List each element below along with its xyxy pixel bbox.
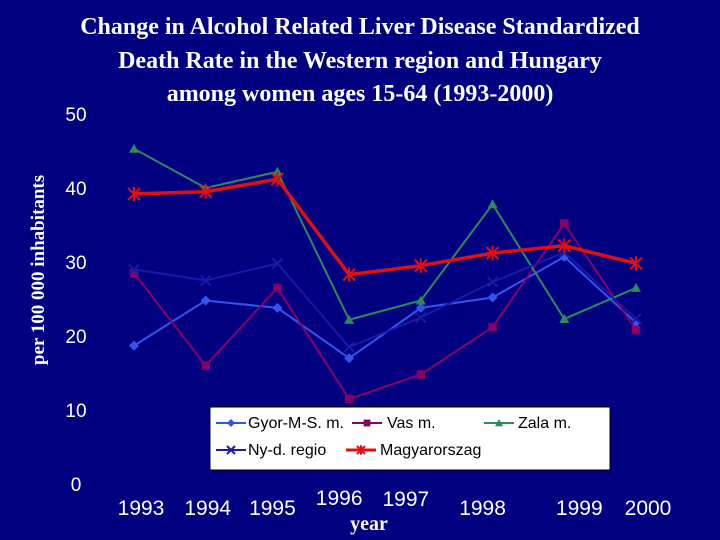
x-axis-ticks: 1993 1994 1995 1996 1997 1998 1999 2000 <box>118 487 672 520</box>
legend-marker <box>227 419 235 427</box>
data-point <box>557 238 571 253</box>
x-tick-label: 1995 <box>249 497 296 520</box>
data-point <box>416 370 426 379</box>
data-point <box>414 258 428 273</box>
data-point <box>344 353 355 364</box>
x-axis-label: year <box>350 513 388 535</box>
series-line <box>133 177 637 277</box>
legend-label: Zala m. <box>518 415 571 432</box>
y-tick-label: 40 <box>65 179 86 200</box>
data-point <box>488 322 497 332</box>
series-line <box>133 221 637 401</box>
data-point <box>486 276 499 288</box>
legend-entry: Vas m. <box>352 415 436 432</box>
data-point <box>199 184 213 199</box>
x-tick-label: 1996 <box>316 487 363 510</box>
data-point <box>201 361 210 370</box>
data-point <box>129 268 139 278</box>
data-point <box>415 295 426 305</box>
y-tick-label: 10 <box>65 401 86 422</box>
legend-label: Ny-d. regio <box>248 442 326 459</box>
series-layer <box>127 143 643 404</box>
data-point <box>631 325 641 335</box>
y-tick-label: 0 <box>71 475 82 496</box>
chart-title: Change in Alcohol Related Liver Disease … <box>80 14 640 107</box>
chart-title-line-2: Death Rate in the Western region and Hun… <box>118 48 602 74</box>
legend-box <box>209 406 611 471</box>
data-point <box>129 340 139 351</box>
data-point <box>127 186 141 202</box>
legend-label: Magyarorszag <box>380 442 481 459</box>
data-point <box>631 282 641 292</box>
legend-entry: Gyor-M-S. m. <box>216 415 344 432</box>
legend-marker <box>356 445 366 455</box>
legend-marker <box>495 419 503 427</box>
legend-label: Vas m. <box>387 415 436 432</box>
legend-label: Gyor-M-S. m. <box>248 415 344 432</box>
y-tick-label: 50 <box>65 105 86 126</box>
data-point <box>200 295 211 306</box>
x-tick-label: 1994 <box>184 497 231 520</box>
data-point <box>415 302 426 313</box>
data-point <box>344 314 355 324</box>
data-point <box>559 313 570 323</box>
data-point <box>344 394 354 404</box>
x-tick-label: 1993 <box>118 497 165 520</box>
data-point <box>273 283 282 293</box>
series-line <box>133 255 637 360</box>
x-tick-label: 1998 <box>459 497 506 520</box>
legend-marker <box>363 419 371 427</box>
series-line <box>133 147 637 321</box>
legend-marker <box>226 445 236 455</box>
chart-title-line-1: Change in Alcohol Related Liver Disease … <box>80 14 640 40</box>
data-point <box>270 171 285 187</box>
y-axis-label: per 100 000 inhabitants <box>28 175 49 365</box>
legend-entry: Zala m. <box>484 415 571 432</box>
x-tick-label: 1999 <box>556 497 603 520</box>
series-star <box>127 171 643 282</box>
y-tick-label: 20 <box>65 327 86 348</box>
y-tick-label: 30 <box>65 253 86 274</box>
x-tick-label: 1997 <box>382 488 429 511</box>
data-point <box>630 313 642 325</box>
data-point <box>342 267 356 282</box>
chart-title-line-3: among women ages 15-64 (1993-2000) <box>167 81 554 107</box>
data-point <box>129 143 139 153</box>
data-point <box>343 341 355 353</box>
legend-entry: Magyarorszag <box>346 442 481 459</box>
legend: Gyor-M-S. m. Vas m. Zala m. Ny-d. regio Magy… <box>209 406 611 471</box>
data-point <box>487 199 498 209</box>
x-tick-label: 2000 <box>625 497 672 520</box>
data-point <box>485 245 500 261</box>
data-point <box>487 292 498 303</box>
data-point <box>271 257 284 270</box>
data-point <box>272 166 283 176</box>
data-point <box>415 311 427 324</box>
series-x <box>128 246 642 353</box>
data-point <box>629 256 643 271</box>
data-point <box>200 274 212 287</box>
data-point <box>128 263 140 276</box>
series-square <box>129 219 641 404</box>
y-axis-ticks: 0 10 20 30 40 50 <box>65 105 86 496</box>
legend-entry: Ny-d. regio <box>216 442 326 459</box>
data-point <box>272 302 283 313</box>
series-line <box>133 251 637 349</box>
data-point <box>560 219 569 228</box>
